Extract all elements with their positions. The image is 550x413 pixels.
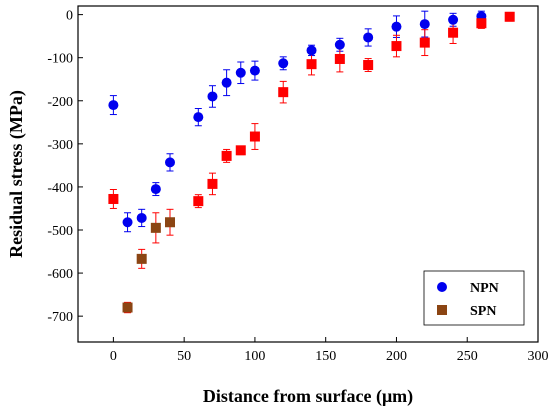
x-tick-label: 150	[315, 349, 336, 364]
spn-point	[391, 41, 402, 52]
npn-point	[278, 58, 289, 69]
spn-point	[306, 59, 317, 70]
spn-point	[363, 60, 374, 71]
y-tick-label: -400	[47, 181, 73, 196]
spn-point	[193, 196, 204, 207]
spn-point	[136, 253, 147, 264]
npn-point	[448, 14, 459, 25]
spn-point	[207, 178, 218, 189]
legend-marker-npn	[437, 282, 447, 292]
npn-point	[136, 212, 147, 223]
spn-point	[476, 18, 487, 29]
y-tick-label: 0	[66, 9, 73, 24]
spn-point	[165, 217, 175, 228]
spn-point	[221, 150, 232, 161]
y-tick-label: -100	[47, 52, 73, 67]
legend-marker-spn	[437, 305, 447, 315]
spn-point	[504, 11, 515, 22]
y-tick-label: -700	[47, 310, 73, 325]
npn-point	[249, 65, 260, 76]
npn-point	[108, 100, 119, 111]
npn-point	[193, 112, 204, 123]
npn-point	[122, 217, 133, 228]
plot-frame	[77, 5, 539, 343]
npn-point	[419, 19, 430, 30]
x-axis-title: Distance from surface (μm)	[203, 386, 413, 407]
npn-point	[363, 32, 374, 43]
y-tick-label: -200	[47, 95, 73, 110]
legend-label-spn: SPN	[470, 304, 496, 319]
npn-point	[391, 21, 402, 32]
legend-box	[423, 270, 525, 326]
spn-point	[334, 53, 345, 64]
y-axis-title: Residual stress (MPa)	[6, 90, 27, 258]
spn-point	[249, 131, 260, 142]
npn-point	[334, 39, 345, 50]
axis-ticks: 0 50 100 150 200 250 300 0 -100 -200 -300 -400 -500 -…	[47, 9, 548, 364]
spn-point	[108, 193, 119, 204]
spn-point	[122, 302, 133, 313]
spn-point	[278, 87, 289, 98]
y-tick-label: -500	[47, 224, 73, 239]
spn-point	[150, 222, 161, 233]
npn-point	[221, 77, 232, 88]
npn-point	[150, 184, 161, 195]
x-tick-label: 100	[244, 349, 265, 364]
legend: NPN SPN	[423, 270, 525, 326]
x-tick-label: 50	[177, 349, 191, 364]
y-tick-label: -600	[47, 267, 73, 282]
legend-label-npn: NPN	[470, 281, 499, 296]
x-tick-label: 300	[528, 349, 549, 364]
npn-point	[207, 91, 218, 102]
npn-point	[165, 157, 175, 168]
spn-point	[448, 27, 459, 38]
npn-point	[306, 45, 317, 56]
x-tick-label: 0	[110, 349, 117, 364]
spn-point	[419, 37, 430, 48]
npn-point	[235, 67, 246, 78]
x-tick-label: 200	[386, 349, 407, 364]
y-tick-label: -300	[47, 138, 73, 153]
spn-point	[235, 145, 246, 156]
x-tick-label: 250	[457, 349, 478, 364]
data-points	[108, 11, 515, 313]
